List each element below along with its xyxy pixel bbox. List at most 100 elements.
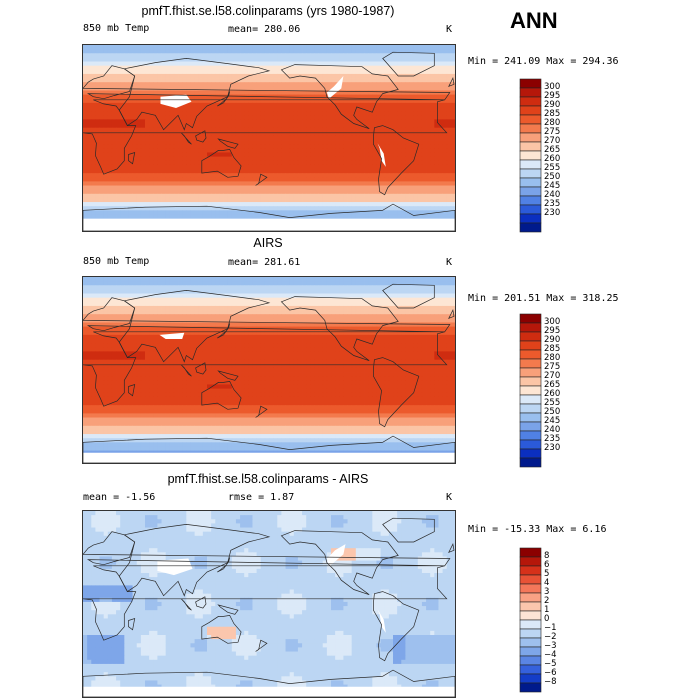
colorbar-2-swatch: [519, 313, 542, 324]
colorbar-2-tick-label: 250: [544, 407, 561, 417]
panel-1-title: pmfT.fhist.se.l58.colinparams (yrs 1980-…: [141, 4, 395, 18]
panel-2-mean-label: mean= 281.61: [228, 257, 301, 268]
colorbar-3-swatch: [519, 664, 542, 675]
field-cells: [83, 277, 455, 463]
colorbar-3-tick-label: 3: [544, 587, 550, 597]
colorbar-1-tick-label: 245: [544, 181, 561, 191]
colorbar-3-swatch: [519, 556, 542, 567]
colorbar-1-swatch: [519, 195, 542, 206]
colorbar-2-swatch: [519, 385, 542, 396]
colorbar-1-tick-label: 235: [544, 199, 561, 209]
colorbar-2-swatch: [519, 403, 542, 414]
colorbar-1-swatch: [519, 96, 542, 107]
panel-2-units: K: [446, 257, 453, 268]
colorbar-3-swatch: [519, 637, 542, 648]
colorbar-2-swatch: [519, 439, 542, 450]
colorbar-3-swatch: [519, 547, 542, 558]
panel-3-mean-label: mean = -1.56: [83, 492, 156, 503]
colorbar-1-swatch: [519, 222, 542, 233]
colorbar-1-tick-label: 270: [544, 136, 561, 146]
panel-1-units: K: [446, 24, 453, 35]
panel-3-rmse-label: rmse = 1.87: [228, 492, 295, 503]
colorbar-2-swatch: [519, 367, 542, 378]
colorbar-2-swatch: [519, 358, 542, 369]
colorbar-2-swatch: [519, 394, 542, 405]
colorbar-1-swatch: [519, 132, 542, 143]
panel-3-title: pmfT.fhist.se.l58.colinparams - AIRS: [167, 472, 369, 486]
field-cells: [83, 511, 455, 697]
colorbar-3-swatch: [519, 682, 542, 693]
colorbar-3-tick-label: −2: [544, 632, 557, 642]
colorbar-1-swatch: [519, 105, 542, 116]
panel-1-minmax: Min = 241.09 Max = 294.36: [468, 56, 619, 67]
colorbar-1-swatch: [519, 204, 542, 215]
colorbar-3-tick-label: 2: [544, 596, 550, 606]
colorbar-1-swatch: [519, 213, 542, 224]
colorbar-2-swatch: [519, 421, 542, 432]
colorbar-1-swatch: [519, 87, 542, 98]
colorbar-1-tick-label: 255: [544, 163, 561, 173]
missing-data-mask: [83, 76, 455, 231]
colorbar-1-tick-label: 265: [544, 145, 561, 155]
missing-data-mask: [83, 544, 455, 697]
colorbar-2-swatch: [519, 322, 542, 333]
colorbar-3-swatch: [519, 574, 542, 585]
colorbar-3-swatch: [519, 601, 542, 612]
colorbar-2-swatch: [519, 331, 542, 342]
colorbar-2-swatch: [519, 430, 542, 441]
colorbar-3-tick-label: 8: [544, 551, 550, 561]
colorbar-2-tick-label: 295: [544, 326, 561, 336]
colorbar-3-swatch: [519, 610, 542, 621]
colorbar-2-tick-label: 300: [544, 317, 561, 327]
panel-2-title: AIRS: [253, 236, 283, 250]
colorbar-1-tick-label: 275: [544, 127, 561, 137]
colorbar-1-tick-label: 240: [544, 190, 561, 200]
colorbar-2-swatch: [519, 349, 542, 360]
colorbar-3-tick-label: −8: [544, 677, 557, 687]
colorbar-2-swatch: [519, 376, 542, 387]
panel-1-variable-label: 850 mb Temp: [83, 23, 150, 34]
coastlines: [83, 51, 455, 231]
colorbar-1-swatch: [519, 78, 542, 89]
panel-2-variable-label: 850 mb Temp: [83, 256, 150, 267]
panel-2-map: [82, 276, 456, 464]
colorbar-3-swatch: [519, 673, 542, 684]
colorbar-3-tick-label: −1: [544, 623, 557, 633]
panel-3-minmax: Min = -15.33 Max = 6.16: [468, 524, 607, 535]
colorbar-2-tick-label: 230: [544, 443, 561, 453]
colorbar-3-tick-label: −5: [544, 659, 557, 669]
colorbar-2-tick-label: 265: [544, 380, 561, 390]
colorbar-3-tick-label: 0: [544, 614, 550, 624]
colorbar-1-swatch: [519, 141, 542, 152]
colorbar-1-swatch: [519, 123, 542, 134]
panel-3-units: K: [446, 492, 453, 503]
colorbar-2-tick-label: 240: [544, 425, 561, 435]
colorbar-2-tick-label: 235: [544, 434, 561, 444]
colorbar-2-tick-label: 245: [544, 416, 561, 426]
colorbar-2-tick-label: 290: [544, 335, 561, 345]
colorbar-3-tick-label: 1: [544, 605, 550, 615]
colorbar-1-tick-label: 260: [544, 154, 561, 164]
colorbar-2-tick-label: 260: [544, 389, 561, 399]
colorbar-1-tick-label: 295: [544, 91, 561, 101]
colorbar-3-tick-label: −6: [544, 668, 557, 678]
colorbar-1-swatch: [519, 177, 542, 188]
colorbar-1-tick-label: 280: [544, 118, 561, 128]
colorbar-3-tick-label: −4: [544, 650, 557, 660]
missing-data-mask: [83, 332, 455, 463]
colorbar-3-swatch: [519, 619, 542, 630]
colorbar-3-tick-label: 4: [544, 578, 550, 588]
colorbar-1-swatch: [519, 150, 542, 161]
colorbar-1-swatch: [519, 159, 542, 170]
colorbar-3-swatch: [519, 646, 542, 657]
colorbar-2-tick-label: 285: [544, 344, 561, 354]
coastlines: [83, 517, 455, 697]
colorbar-2-tick-label: 275: [544, 362, 561, 372]
season-label: ANN: [510, 8, 558, 33]
colorbar-2-tick-label: 280: [544, 353, 561, 363]
panel-2-minmax: Min = 201.51 Max = 318.25: [468, 293, 619, 304]
colorbar-1-tick-label: 230: [544, 208, 561, 218]
colorbar-1-swatch: [519, 114, 542, 125]
colorbar-2-swatch: [519, 448, 542, 459]
colorbar-3-swatch: [519, 565, 542, 576]
